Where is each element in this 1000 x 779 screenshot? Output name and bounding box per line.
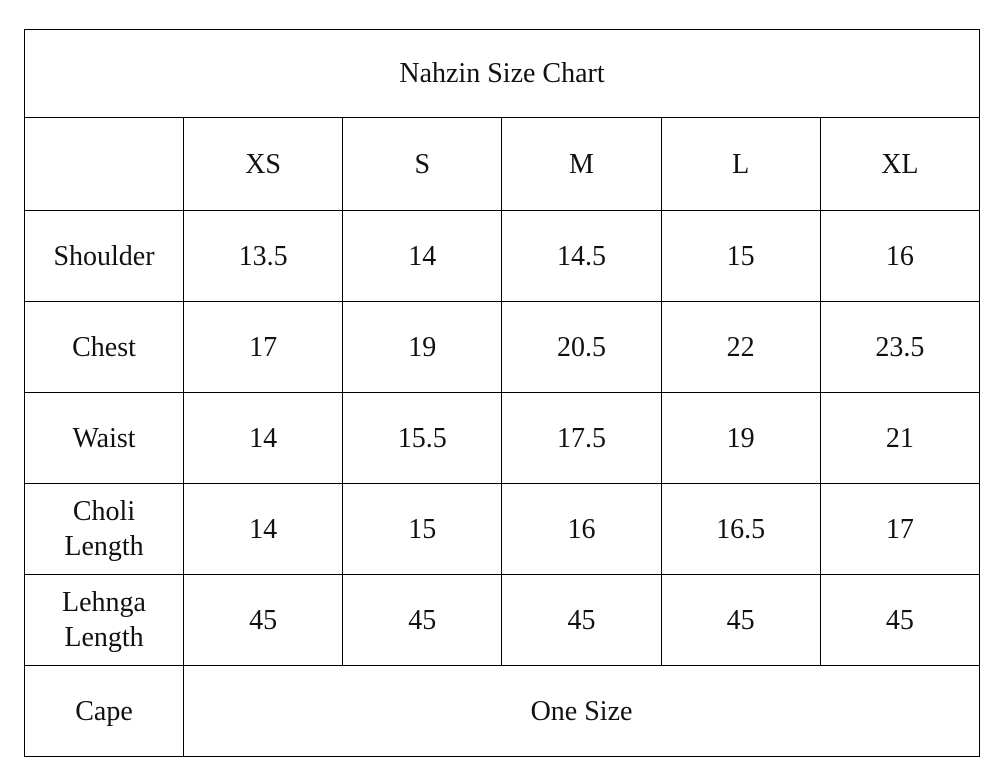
- size-header: S: [342, 117, 503, 211]
- measure-cell: 17: [182, 301, 344, 393]
- measure-row: Choli Length 14 15 16 16.5 17: [24, 483, 981, 575]
- size-header: M: [501, 117, 662, 211]
- row-label: Waist: [24, 392, 184, 484]
- measure-cell: 45: [501, 574, 662, 666]
- row-label: Cape: [24, 665, 184, 757]
- measure-cell: 15.5: [342, 392, 503, 484]
- table-title: Nahzin Size Chart: [24, 29, 980, 118]
- row-label: Shoulder: [24, 210, 184, 302]
- header-row: XS S M L XL: [24, 117, 981, 211]
- measure-cell: 16: [501, 483, 662, 575]
- measure-cell: 17: [819, 483, 981, 575]
- measure-cell: 22: [660, 301, 821, 393]
- measure-cell: 19: [660, 392, 821, 484]
- corner-cell: [24, 117, 184, 211]
- measure-cell: 21: [819, 392, 981, 484]
- measure-cell: 16.5: [660, 483, 821, 575]
- measure-cell: 45: [660, 574, 821, 666]
- measure-row: Chest 17 19 20.5 22 23.5: [24, 301, 981, 393]
- measure-cell: 14.5: [501, 210, 662, 302]
- measure-cell: 15: [342, 483, 503, 575]
- title-row: Nahzin Size Chart: [24, 29, 980, 118]
- measure-cell: 14: [342, 210, 503, 302]
- measure-cell: 45: [819, 574, 981, 666]
- measure-cell: 19: [342, 301, 503, 393]
- measure-cell: 14: [182, 483, 344, 575]
- measure-row: Lehnga Length 45 45 45 45 45: [24, 574, 981, 666]
- measure-row: Waist 14 15.5 17.5 19 21: [24, 392, 981, 484]
- measure-cell: 16: [819, 210, 981, 302]
- row-label: Chest: [24, 301, 184, 393]
- row-label: Lehnga Length: [24, 574, 184, 666]
- measure-cell: 45: [182, 574, 344, 666]
- measure-cell: 13.5: [182, 210, 344, 302]
- measure-cell: 15: [660, 210, 821, 302]
- size-header: XS: [182, 117, 344, 211]
- measure-cell: 45: [342, 574, 503, 666]
- size-table: Nahzin Size Chart XS S M L XL Shoulder 13.5 14 1…: [24, 29, 981, 757]
- measure-cell: 20.5: [501, 301, 662, 393]
- measure-row: Cape One Size: [24, 665, 980, 757]
- measure-row: Shoulder 13.5 14 14.5 15 16: [24, 210, 981, 302]
- row-label: Choli Length: [24, 483, 184, 575]
- measure-cell: One Size: [183, 665, 980, 757]
- measure-cell: 23.5: [819, 301, 981, 393]
- size-header: XL: [819, 117, 981, 211]
- measure-cell: 17.5: [501, 392, 662, 484]
- size-header: L: [660, 117, 821, 211]
- measure-cell: 14: [182, 392, 344, 484]
